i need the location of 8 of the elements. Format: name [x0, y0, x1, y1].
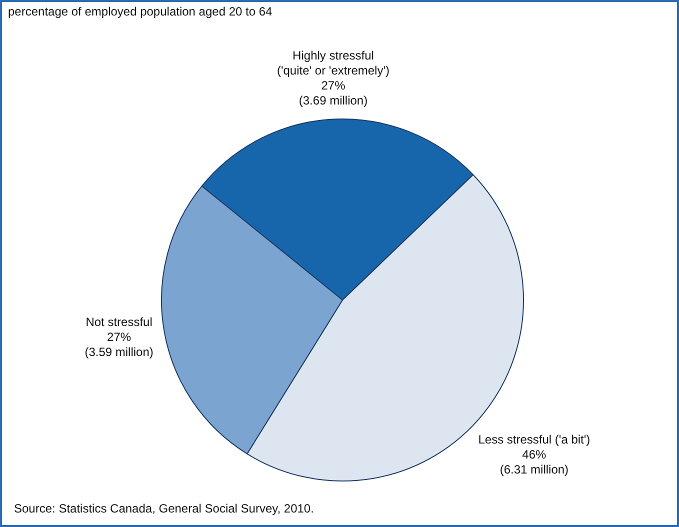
data-label: 46% (6.31 million) [500, 448, 569, 477]
source-note: Source: Statistics Canada, General Social Survey, 2010. [14, 501, 314, 516]
data-label: 27% (3.69 million) [298, 78, 368, 108]
slice-label: Less stressful ('a bit') [478, 432, 590, 447]
data-label: 27% (3.59 million) [84, 330, 154, 360]
slice-label: Not stressful [86, 315, 152, 330]
slice-label: Highly stressful ('quite' or 'extremely') [276, 48, 390, 78]
chart-title: percentage of employed population aged 20 to 64 [8, 4, 273, 18]
